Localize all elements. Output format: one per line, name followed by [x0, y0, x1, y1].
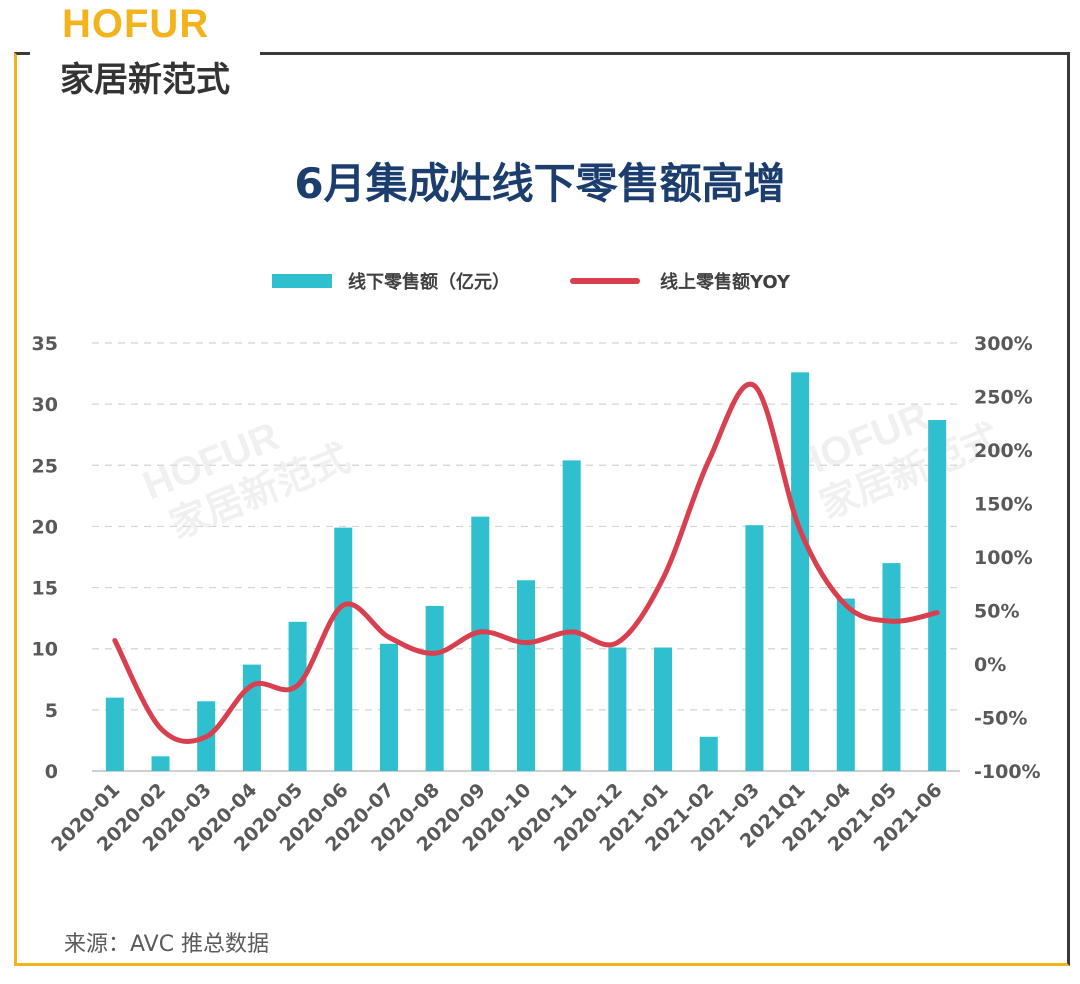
bar-2020-08 — [425, 605, 444, 771]
bar-2021-06 — [928, 420, 947, 771]
right-tick-label: 250% — [974, 387, 1033, 409]
right-tick-label: 300% — [974, 333, 1033, 355]
right-tick-label: 150% — [974, 494, 1033, 516]
yoy-line — [112, 381, 940, 744]
bar-2020-06 — [334, 527, 353, 771]
logo-background — [30, 0, 260, 98]
bar-2021-05 — [882, 563, 901, 771]
bar-2020-01 — [105, 697, 124, 771]
left-tick-label: 35 — [32, 333, 58, 355]
bar-2021Q1 — [791, 372, 810, 771]
left-axis-ticks: 0 5 10 15 20 25 30 35 — [32, 333, 58, 783]
left-tick-label: 15 — [32, 578, 58, 600]
bar-2020-02 — [151, 756, 170, 771]
bar-2020-10 — [517, 580, 535, 771]
chart-title: 6月集成灶线下零售额高增 — [294, 159, 786, 208]
left-tick-label: 20 — [32, 516, 58, 538]
legend-swatch-bar — [272, 274, 332, 288]
bar-2021-04 — [836, 598, 855, 771]
bar-2020-09 — [471, 516, 490, 771]
brand-logo-bottom: 家居新范式 — [60, 60, 230, 100]
x-axis-labels: 2020-012020-022020-032020-042020-052020-… — [47, 779, 947, 856]
legend-label-line: 线上零售额YOY — [660, 271, 791, 293]
brand-logo-top: HOFUR — [62, 2, 210, 46]
bar-2021-01 — [654, 647, 673, 771]
bar-2021-02 — [699, 736, 718, 771]
right-tick-label: -50% — [974, 708, 1027, 730]
left-tick-label: 5 — [45, 700, 58, 722]
bar-2020-12 — [608, 647, 627, 771]
right-tick-label: -100% — [974, 761, 1041, 783]
right-tick-label: 0% — [974, 654, 1006, 676]
bar-2020-07 — [379, 643, 398, 771]
bar-2020-05 — [288, 621, 307, 771]
source-note: 来源：AVC 推总数据 — [64, 932, 270, 957]
chart-frame — [14, 52, 1070, 966]
right-tick-label: 200% — [974, 440, 1033, 462]
bar-2021-03 — [745, 525, 764, 771]
right-tick-label: 50% — [974, 601, 1019, 623]
bar-2020-04 — [242, 664, 261, 771]
left-tick-label: 30 — [32, 394, 58, 416]
legend-label-bar: 线下零售额（亿元） — [348, 271, 510, 293]
left-tick-label: 25 — [32, 455, 58, 477]
right-axis-ticks: -100% -50% 0% 50% 100% 150% 200% 250% 300% — [974, 333, 1041, 783]
legend: 线下零售额（亿元） 线上零售额YOY — [272, 271, 791, 293]
left-tick-label: 0 — [45, 761, 58, 783]
bar-2020-11 — [562, 460, 581, 771]
right-tick-label: 100% — [974, 547, 1033, 569]
line-series — [112, 381, 940, 744]
left-tick-label: 10 — [32, 639, 58, 661]
bar-series — [105, 372, 947, 771]
